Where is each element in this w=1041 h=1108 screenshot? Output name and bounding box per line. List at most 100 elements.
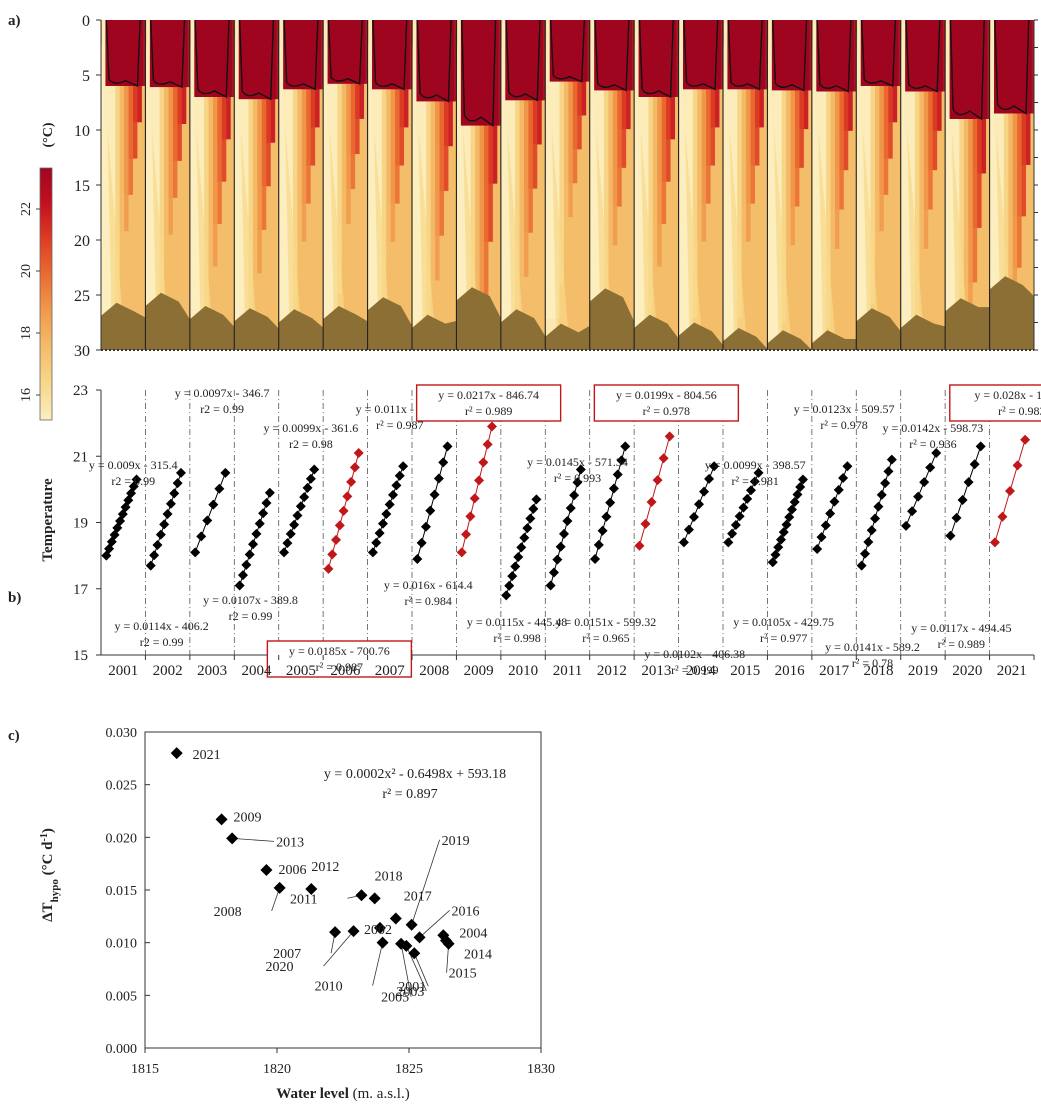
point-label-2007: 2007 (273, 947, 301, 962)
heatmap-cell (774, 130, 792, 350)
regression-equation: y = 0.0115x - 445.48 (467, 615, 567, 629)
thermocline-contour (727, 20, 763, 91)
temperature-point (1012, 460, 1023, 471)
year-tick-label: 2005 (286, 663, 316, 679)
temperature-point (742, 493, 753, 504)
temperature-point (781, 519, 792, 530)
temperature-point (237, 570, 248, 581)
temperature-point (289, 519, 300, 530)
heatmap-panel: 0 5 10 15 20 25 30 (74, 13, 1038, 360)
point-label-2014: 2014 (464, 948, 492, 963)
series-line (283, 469, 315, 553)
heatmap-cell (505, 20, 544, 101)
delta-t-tick-label: 0.030 (106, 726, 138, 741)
heatmap-cell (460, 20, 499, 126)
delta-t-tick-label: 0.020 (106, 831, 138, 846)
heatmap-cell (152, 130, 170, 350)
temperature-point (734, 511, 745, 522)
temperature-point (251, 528, 262, 539)
regression-panel: 0.000 0.005 0.010 0.015 0.020 0.025 0.030 1815… (39, 726, 556, 1102)
point-2018 (368, 892, 381, 905)
temperature-point (989, 537, 1000, 548)
point-2002 (373, 921, 386, 934)
temperature-point (812, 544, 823, 554)
temperature-point (1005, 486, 1016, 497)
panel-label-c: c) (8, 728, 20, 744)
temperature-point (552, 554, 563, 565)
point-2010 (376, 936, 389, 949)
temperature-point (873, 501, 884, 512)
series-2008 (412, 441, 453, 564)
heatmap-cell (945, 28, 960, 350)
temperature-point (880, 478, 891, 489)
temperature-point (773, 542, 784, 553)
temperature-point (507, 571, 518, 582)
year-tick-label: 2017 (819, 663, 850, 679)
temperature-point (190, 547, 201, 558)
temperature-point (727, 528, 738, 539)
point-label-2005: 2005 (381, 991, 409, 1006)
series-2014 (678, 461, 720, 548)
year-tick-label: 2018 (864, 663, 894, 679)
temperature-point (172, 478, 183, 489)
thermocline-contour (683, 20, 719, 91)
year-ticks: 2001 2002 2003 2004 2005 2006 2007 2008 2009 2010… (108, 655, 1035, 679)
regression-equation: y = 0.0141x - 589.2 (825, 640, 920, 654)
series-2011 (545, 464, 586, 591)
temperature-point (616, 455, 627, 466)
series-2004 (234, 487, 275, 591)
year-tick-label: 2020 (952, 663, 982, 679)
year-tick-label: 2021 (997, 663, 1027, 679)
temperature-point (738, 502, 749, 513)
thermocline-lines (105, 20, 1030, 127)
temperature-point (749, 476, 760, 487)
colorbar-tick-label: 16 (19, 388, 34, 402)
right-minor-ticks (1034, 19, 1038, 351)
temperature-point (327, 549, 338, 560)
heatmap-column-2019 (900, 20, 947, 350)
heatmap-cell (994, 20, 1032, 114)
regression-r-squared: r² = 0.983 (998, 404, 1041, 418)
temperature-point (309, 464, 320, 475)
depth-tick-label: 30 (74, 343, 90, 360)
heatmap-cell (283, 20, 321, 90)
annotation-2003: y = 0.0097x - 346.7 r2 = 0.99 (175, 386, 270, 416)
series-line (905, 452, 937, 527)
depth-tick-label: 10 (74, 123, 90, 140)
water-level-tick-label: 1820 (263, 1062, 291, 1077)
year-tick-label: 2014 (686, 663, 717, 679)
temperature-point (876, 489, 887, 500)
regression-r-squared: r2 = 0.99 (229, 609, 273, 623)
temperature-point (155, 529, 166, 540)
temperature-point (438, 457, 449, 468)
thermocline-contour (772, 20, 808, 92)
annotation-box (415, 384, 562, 422)
heatmap-cell (372, 20, 410, 90)
annotation-2004: y = 0.0107x - 389.8 r2 = 0.99 (203, 593, 298, 623)
temperature-point (565, 503, 576, 514)
year-tick-label: 2010 (508, 663, 538, 679)
regression-equation: y = 0.0097x - 346.7 (175, 386, 270, 400)
label-leader (372, 942, 383, 986)
point-label-2017: 2017 (404, 889, 432, 904)
temperature-point (469, 493, 480, 504)
temperature-point (723, 537, 734, 548)
regression-r-squared: r2 = 0.98 (289, 437, 333, 451)
annotation-2014: y = 0.0102x - 406.38 r² = 0.999 (644, 647, 745, 677)
temperature-point (377, 518, 388, 529)
temperature-point (474, 475, 485, 486)
temperature-point (254, 518, 265, 529)
temperature-point (605, 497, 616, 508)
heatmap-cell (101, 28, 116, 350)
temperature-point (504, 580, 515, 591)
temperature-point (292, 510, 303, 521)
temperature-point (282, 538, 293, 549)
delta-t-tick-label: 0.000 (106, 1042, 138, 1057)
temperature-point (305, 473, 316, 484)
temperature-point (531, 494, 542, 505)
temperature-point (346, 476, 357, 487)
temperature-point (969, 459, 980, 470)
point-2013 (226, 832, 239, 845)
point-label-2008: 2008 (214, 905, 242, 920)
temperature-point (825, 508, 836, 519)
